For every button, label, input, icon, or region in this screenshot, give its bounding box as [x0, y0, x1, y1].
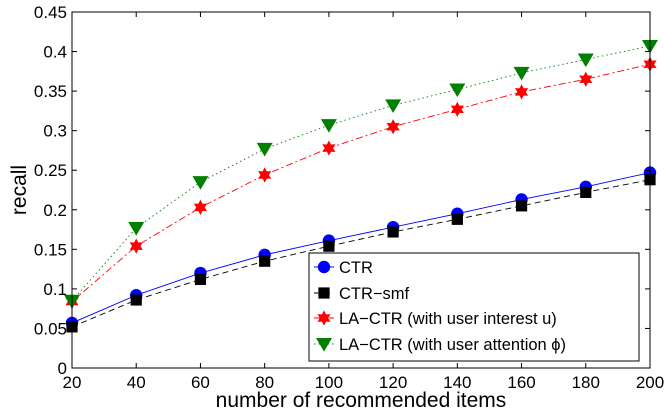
- series-2-point: [514, 84, 529, 100]
- series-line-0: [71, 172, 651, 324]
- series-3-point: [577, 53, 594, 68]
- series-3-point: [449, 83, 466, 98]
- x-tick-label: 180: [572, 373, 600, 392]
- series-2-point: [193, 199, 208, 215]
- series-1-point: [323, 240, 335, 252]
- series-2-point: [450, 101, 464, 117]
- series-3-point: [385, 99, 402, 113]
- series-line-2: [71, 63, 651, 302]
- legend-label-ctr-smf: CTR−smf: [339, 285, 410, 303]
- series-3-point: [256, 142, 273, 157]
- x-tick-label: 40: [127, 373, 146, 392]
- y-tick-label: 0.3: [43, 122, 67, 141]
- series-2-point: [258, 167, 272, 183]
- legend-box: [308, 252, 640, 362]
- series-3-point: [128, 221, 145, 236]
- x-tick-label: 120: [379, 373, 407, 392]
- y-tick-label: 0.05: [34, 319, 67, 338]
- plot-frame: [71, 11, 651, 369]
- series-1-point: [194, 273, 207, 285]
- series-2-point: [579, 71, 593, 87]
- y-tick-label: 0.4: [43, 43, 67, 62]
- legend-marker-3: [316, 338, 332, 352]
- y-tick-label: 0.2: [43, 201, 67, 220]
- x-tick-label: 200: [636, 373, 664, 392]
- y-tick-label: 0.15: [34, 240, 67, 259]
- x-tick-label: 100: [315, 373, 343, 392]
- y-tick-label: 0.25: [34, 161, 67, 180]
- series-2-point: [129, 238, 143, 254]
- x-tick-label: 140: [443, 373, 471, 392]
- series-2-point: [386, 119, 400, 135]
- series-1-point: [259, 255, 271, 267]
- x-tick-label: 80: [255, 373, 274, 392]
- legend-label-ctr: CTR: [339, 259, 373, 277]
- x-axis-title: number of recommended items: [216, 389, 507, 412]
- legend-marker-1: [318, 287, 330, 299]
- legend-marker-2: [317, 310, 331, 326]
- series-1-point: [580, 186, 592, 198]
- series-1-point: [451, 213, 463, 225]
- legend-label-la-ctr-attention: LA−CTR (with user attention ϕ): [339, 336, 566, 354]
- x-tick-label: 160: [507, 373, 535, 392]
- series-3-point: [513, 66, 530, 81]
- series-1-point: [130, 294, 142, 306]
- series-3-point: [192, 176, 209, 190]
- x-tick-label: 20: [63, 373, 82, 392]
- legend-marker-0: [317, 260, 331, 274]
- series-3-point: [320, 119, 337, 133]
- x-tick-label: 60: [191, 373, 210, 392]
- series-1-point: [515, 200, 528, 212]
- y-tick-label: 0.1: [43, 280, 67, 299]
- series-line-3: [71, 45, 651, 302]
- series-line-1: [71, 179, 651, 328]
- ticks-layer: 20 40 60 80 100 120 140 160 180 200 0 0.05 0.1 0.15 0.…: [34, 3, 664, 392]
- y-axis-title: recall: [8, 165, 31, 215]
- legend-markers: [314, 260, 334, 352]
- y-tick-label: 0: [58, 359, 67, 378]
- y-tick-label: 0.35: [34, 82, 67, 101]
- legend: CTR CTR−smf LA−CTR (with user interest u…: [308, 252, 640, 362]
- legend-label-la-ctr-interest: LA−CTR (with user interest u): [339, 310, 557, 328]
- y-tick-label: 0.45: [34, 3, 67, 22]
- series-1-point: [387, 226, 399, 238]
- series-2-point: [322, 140, 336, 156]
